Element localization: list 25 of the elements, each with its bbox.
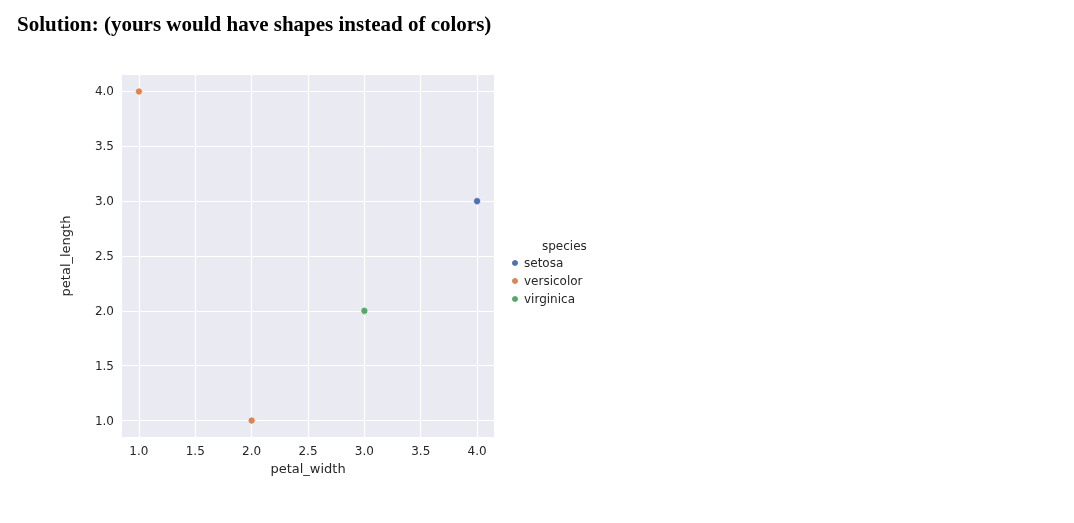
legend-label: versicolor	[524, 274, 583, 288]
y-tick-label: 1.0	[94, 413, 114, 428]
x-tick-label: 1.5	[185, 444, 205, 458]
point	[360, 307, 369, 315]
legend-label: virginica	[524, 292, 575, 306]
y-tick-label: 3.0	[94, 194, 114, 209]
x-tick-label: 1.0	[129, 444, 149, 458]
legend-label: setosa	[524, 256, 564, 270]
x-tick-label: 3.0	[354, 444, 374, 458]
x-tick-label: 3.5	[411, 444, 431, 458]
point	[135, 87, 143, 96]
legend-title: species	[542, 239, 587, 253]
y-tick-label: 3.5	[94, 139, 114, 154]
point	[247, 416, 256, 425]
x-axis-title: petal_width	[270, 460, 346, 476]
x-tick-label: 2.5	[298, 444, 318, 458]
y-axis-title: petal_length	[58, 215, 73, 297]
y-tick-label: 1.5	[94, 358, 114, 373]
y-tick-label: 4.0	[94, 84, 114, 99]
x-tick-label: 2.0	[242, 444, 262, 458]
chart-title: Solution: (yours would have shapes instead of colors)	[17, 11, 492, 36]
x-tick-label: 4.0	[467, 444, 487, 458]
y-tick-label: 2.5	[94, 249, 114, 263]
point	[473, 197, 481, 205]
y-tick-label: 2.0	[94, 303, 114, 318]
